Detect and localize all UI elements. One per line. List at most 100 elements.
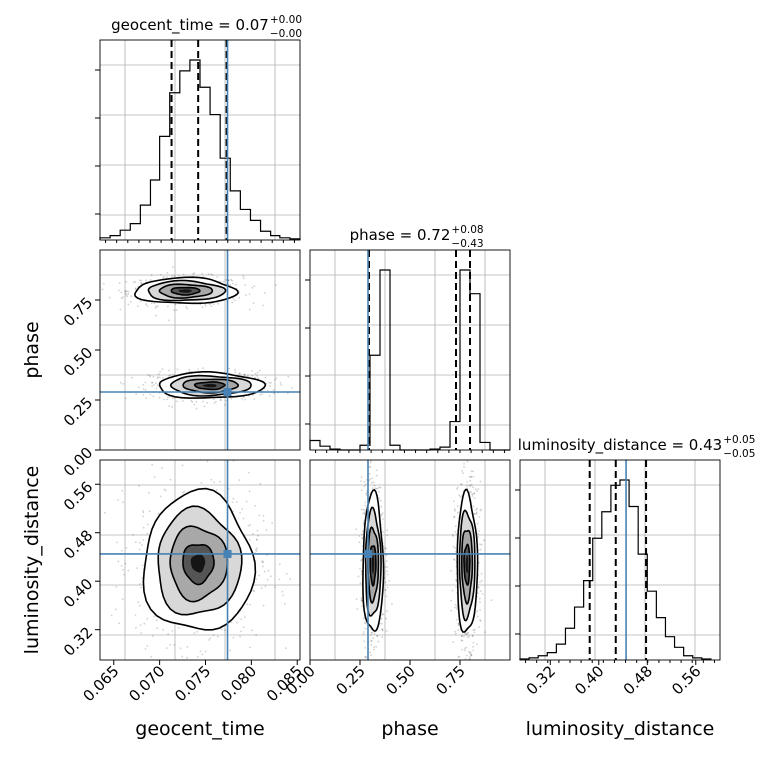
sample-point	[453, 516, 455, 518]
sample-point	[460, 483, 463, 485]
sample-point	[384, 581, 387, 584]
panel-2d-phase-vs-luminosity_distance	[309, 459, 511, 661]
sample-point	[181, 655, 184, 658]
sample-point	[457, 629, 460, 632]
sample-point	[285, 572, 288, 575]
sample-point	[242, 275, 245, 278]
sample-point	[262, 604, 265, 607]
sample-point	[249, 524, 252, 526]
sample-point	[251, 286, 254, 289]
sample-point	[127, 292, 130, 295]
sample-point	[378, 490, 380, 493]
contour-line	[456, 488, 479, 633]
panel-2d-geocent_time-vs-phase: 0.00 0.25 0.50 0.75	[60, 249, 301, 480]
panel-title-luminosity_distance: luminosity_distance = 0.43 +0.05 −0.05	[518, 434, 756, 460]
sample-point	[166, 276, 168, 278]
sample-point	[255, 550, 258, 552]
sample-point	[209, 637, 212, 640]
sample-point	[245, 500, 248, 503]
sample-point	[451, 589, 454, 592]
contour-line	[170, 286, 201, 296]
sample-point	[139, 624, 142, 626]
sample-point	[360, 598, 363, 601]
truth-marker	[223, 388, 232, 396]
sample-point	[461, 648, 463, 651]
sample-point	[378, 497, 381, 500]
sample-point	[372, 481, 375, 484]
sample-point	[216, 635, 219, 638]
sample-point	[355, 598, 358, 600]
sample-point	[274, 379, 276, 381]
sample-point	[479, 480, 482, 483]
sample-point	[231, 501, 234, 503]
sample-point	[241, 508, 244, 510]
sample-point	[115, 585, 118, 588]
sample-point	[275, 377, 278, 380]
sample-point	[119, 308, 122, 311]
sample-point	[253, 398, 256, 400]
sample-point	[468, 484, 471, 487]
sample-point	[243, 374, 246, 376]
sample-point	[287, 375, 290, 378]
panel-frame	[99, 39, 301, 241]
sample-point	[459, 496, 462, 498]
sample-point	[186, 646, 189, 648]
sample-point	[142, 383, 145, 386]
sample-point	[145, 303, 147, 306]
sample-point	[179, 647, 182, 650]
sample-point	[152, 375, 155, 378]
sample-point	[171, 629, 174, 632]
sample-point	[119, 381, 122, 384]
sample-point	[161, 467, 163, 470]
sample-point	[131, 376, 133, 379]
sample-point	[220, 628, 223, 631]
sample-point	[146, 523, 149, 526]
sample-point	[242, 277, 245, 280]
sample-point	[361, 537, 364, 540]
sample-point	[167, 633, 170, 636]
sample-point	[101, 288, 104, 291]
sample-point	[142, 539, 145, 541]
sample-point	[159, 370, 162, 373]
sample-point	[158, 396, 161, 399]
sample-point	[270, 382, 272, 384]
sample-point	[159, 273, 162, 276]
sample-point	[177, 626, 180, 629]
sample-point	[240, 618, 243, 621]
sample-point	[281, 590, 284, 593]
sample-point	[224, 629, 226, 632]
sample-point	[185, 306, 188, 308]
sample-point	[145, 279, 148, 282]
sample-point	[274, 586, 277, 588]
sample-point	[356, 608, 359, 610]
sample-point	[270, 575, 272, 578]
sample-point	[134, 614, 137, 616]
sample-point	[374, 487, 377, 490]
sample-point	[166, 398, 169, 401]
sample-point	[370, 639, 372, 642]
sample-point	[451, 533, 454, 536]
sample-point	[359, 582, 362, 585]
contour-line	[147, 279, 227, 302]
sample-point	[247, 524, 250, 527]
sample-point	[454, 606, 456, 609]
sample-point	[388, 580, 390, 582]
sample-point	[195, 400, 198, 403]
sample-point	[206, 460, 209, 463]
sample-point	[257, 377, 260, 379]
sample-point	[365, 656, 368, 659]
sample-point	[364, 504, 366, 507]
sample-point	[240, 630, 242, 633]
sample-point	[278, 563, 281, 566]
sample-point	[479, 509, 482, 512]
sample-point	[479, 620, 482, 622]
sample-point	[146, 532, 149, 535]
sample-point	[479, 590, 482, 592]
sample-point	[364, 483, 367, 486]
x-ticks-geocent_time: 0.065 0.070 0.075 0.080 0.085	[79, 660, 306, 705]
sample-point	[363, 622, 366, 624]
sample-point	[254, 376, 256, 379]
sample-point	[476, 490, 478, 493]
sample-point	[472, 641, 475, 644]
sample-point	[465, 487, 468, 490]
